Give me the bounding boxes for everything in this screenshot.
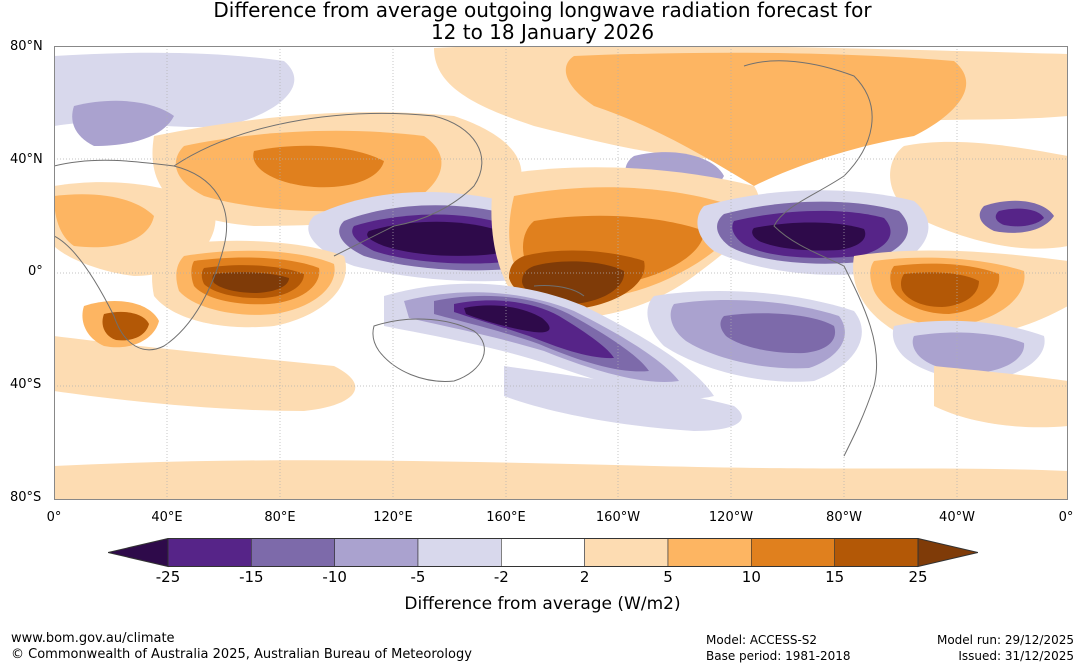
anomaly-region-southeast-pacific-strong <box>720 313 836 354</box>
website-link[interactable]: www.bom.gov.au/climate <box>11 631 175 646</box>
colorbar-tick-label: -10 <box>322 568 347 586</box>
colorbar-tick-label: 2 <box>579 568 590 586</box>
model-run-date: Model run: 29/12/2025 <box>936 633 1074 647</box>
lat-label-40s: 40°S <box>10 377 42 392</box>
colorbar-tick-label: -2 <box>493 568 509 586</box>
colorbar-band <box>167 538 252 567</box>
lon-label-160e: 160°E <box>486 510 526 525</box>
colorbar-tick-label: 15 <box>825 568 845 586</box>
colorbar-tick-label: 5 <box>663 568 673 586</box>
lon-label-80e: 80°E <box>264 510 296 525</box>
lon-label-120e: 120°E <box>373 510 413 525</box>
anomaly-region-southern-africa-dark <box>102 311 149 341</box>
anomaly-region-central-pacific-extreme <box>522 261 625 304</box>
anomaly-region-east-pacific-extreme <box>752 222 866 251</box>
base-period: Base period: 1981-2018 <box>706 649 851 663</box>
lon-label-120w: 120°W <box>708 510 754 525</box>
anomaly-region-southern-ocean-light <box>504 366 742 431</box>
anomaly-region-west-pacific-extreme <box>367 221 509 256</box>
colorbar-tick-label: -25 <box>155 568 181 586</box>
anomaly-region-indian-ocean-extreme <box>212 272 289 293</box>
anomaly-region-arctic-lilac-2 <box>72 100 174 146</box>
anomaly-region-antarctic-light <box>54 460 1068 500</box>
anomaly-region-north-america-positive <box>565 52 967 186</box>
lon-label-0-east: 0° <box>1058 510 1074 525</box>
issued-date: Issued: 31/12/2025 <box>958 649 1074 663</box>
colorbar-tick-label: 25 <box>908 568 928 586</box>
colorbar-band <box>334 538 419 567</box>
lat-label-40n: 40°N <box>10 152 43 167</box>
coastlines <box>54 60 878 457</box>
anomaly-region-africa-orange <box>54 194 154 248</box>
colorbar-band <box>667 538 752 567</box>
lat-label-80s: 80°S <box>10 490 42 505</box>
lon-label-160w: 160°W <box>595 510 641 525</box>
colorbar-band <box>417 538 502 567</box>
olr-anomaly-map <box>54 46 1068 500</box>
colorbar-tick-label: -15 <box>239 568 264 586</box>
colorbar-band <box>251 538 335 567</box>
colorbar-arrow-low <box>108 538 169 568</box>
map-frame <box>54 46 1068 500</box>
lon-label-80w: 80°W <box>826 510 862 525</box>
map-title-line1: Difference from average outgoing longwav… <box>213 0 872 22</box>
model-name: Model: ACCESS-S2 <box>706 633 818 647</box>
anomaly-region-south-atlantic-mid <box>912 332 1025 373</box>
lat-label-80n: 80°N <box>10 39 43 54</box>
lon-label-0: 0° <box>46 510 62 525</box>
colorbar-band <box>501 538 585 567</box>
anomaly-region-southern-ocean-indian-light <box>54 336 356 411</box>
anomaly-region-atlantic-negative-dark <box>995 208 1044 227</box>
lon-label-40w: 40°W <box>939 510 975 525</box>
lat-label-equator: 0° <box>28 264 43 279</box>
colorbar-band <box>584 538 669 567</box>
colorbar-tick-label: 10 <box>741 568 761 586</box>
colorbar-band <box>751 538 835 567</box>
anomaly-region-asia-dark <box>253 145 384 188</box>
colorbar-arrow-high <box>917 538 978 568</box>
colorbar-frame <box>167 538 919 567</box>
lon-label-40e: 40°E <box>151 510 183 525</box>
colorbar-label: Difference from average (W/m2) <box>404 594 681 614</box>
map-title-line2: 12 to 18 January 2026 <box>430 20 655 44</box>
colorbar <box>108 538 978 568</box>
colorbar-tick-label: -5 <box>410 568 426 586</box>
anomaly-region-southern-ocean-atlantic-light <box>934 366 1068 428</box>
copyright-text: © Commonwealth of Australia 2025, Austra… <box>11 647 472 662</box>
colorbar-band <box>834 538 919 567</box>
graticule <box>54 46 1068 500</box>
anomaly-region-south-america-deep <box>900 272 979 307</box>
anomaly-region-south-pacific-band-extreme <box>464 305 550 333</box>
